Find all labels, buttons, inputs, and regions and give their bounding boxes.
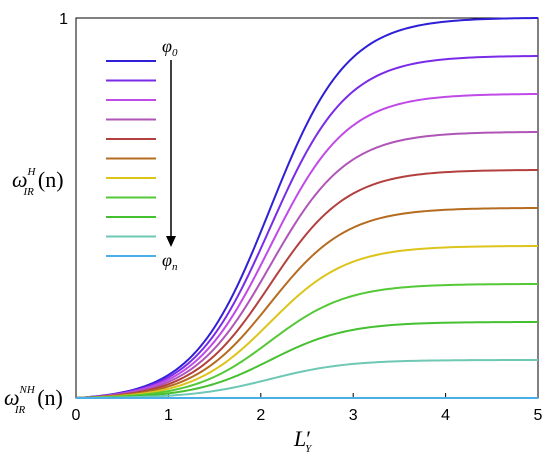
x-tick-label: 4 [441, 407, 450, 424]
x-axis-label: L′Y [293, 426, 313, 455]
x-tick-label: 2 [256, 407, 265, 424]
series-line-9 [75, 359, 538, 399]
arrow-start-label: φ0 [162, 36, 178, 59]
x-tick-label: 5 [534, 407, 543, 424]
series-line-5 [75, 207, 539, 399]
y-label-bottom: ωNH IR (n) [4, 384, 63, 416]
y-label-top: ωH IR (n) [12, 166, 64, 198]
series-line-4 [75, 169, 539, 399]
arrowhead-icon [166, 236, 176, 247]
arrow-end-label: φn [162, 250, 178, 273]
series-line-0 [75, 17, 539, 399]
series-line-6 [75, 245, 539, 399]
y-tick-label: 1 [59, 11, 68, 28]
series-line-2 [75, 93, 539, 399]
series-line-3 [75, 131, 539, 399]
x-tick-label: 1 [164, 407, 173, 424]
series-line-8 [75, 321, 539, 399]
series-line-1 [75, 55, 539, 399]
series-line-7 [75, 283, 539, 399]
x-tick-label: 3 [349, 407, 358, 424]
x-tick-label: 0 [72, 407, 81, 424]
